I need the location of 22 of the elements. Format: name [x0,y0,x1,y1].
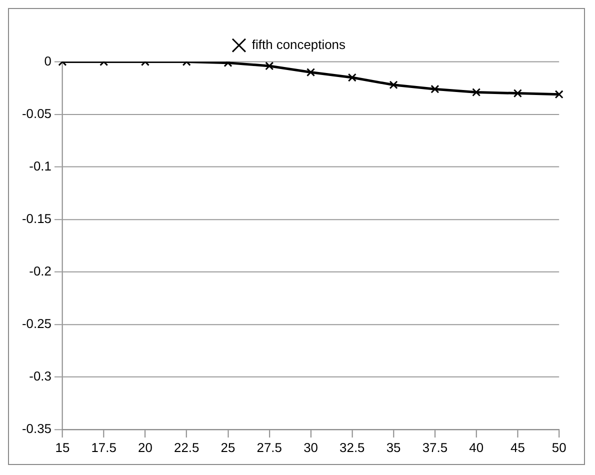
x-tick-label: 37.5 [422,440,448,455]
x-tick-label: 17.5 [91,440,116,455]
x-tick-label: 25 [220,440,236,455]
y-tick-label: -0.35 [22,421,52,436]
x-tick-label: 22.5 [174,440,200,455]
x-tick-label: 40 [469,440,484,455]
y-tick-label: -0.1 [29,158,52,174]
y-tick-label: -0.2 [29,264,52,278]
y-tick-label: 0 [44,53,52,68]
x-tick-label: 50 [552,440,566,455]
y-tick-label: -0.15 [22,210,52,226]
y-tick-label: -0.25 [22,316,52,332]
x-tick-label: 15 [55,440,70,455]
x-tick-label: 32.5 [340,440,365,455]
x-tick-label: 35 [386,440,401,455]
x-tick-label: 30 [304,440,318,455]
x-tick-label: 20 [138,440,152,455]
legend-label: fifth conceptions [252,36,346,52]
y-tick-label: -0.05 [22,106,52,121]
x-tick-label: 27.5 [256,440,282,455]
y-tick-label: -0.3 [29,368,52,384]
x-tick-label: 45 [510,440,525,455]
